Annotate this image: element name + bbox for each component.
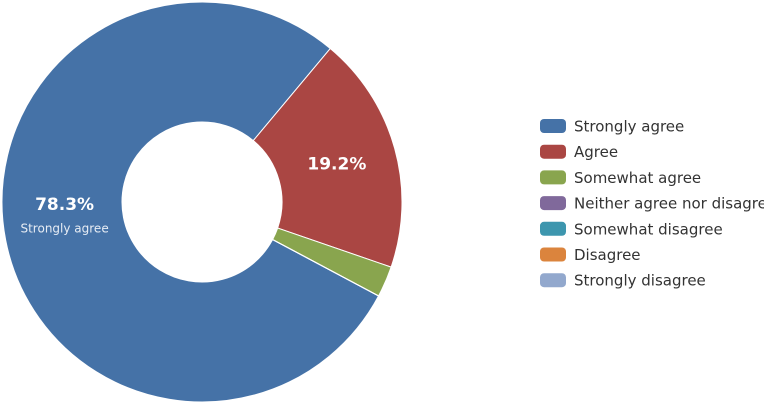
slice-label: 78.3%: [35, 195, 94, 215]
legend-label[interactable]: Strongly disagree: [574, 272, 706, 290]
legend-label[interactable]: Disagree: [574, 246, 641, 264]
legend-label[interactable]: Neither agree nor disagree: [574, 195, 764, 213]
legend-swatch[interactable]: [540, 273, 566, 288]
legend-swatch[interactable]: [540, 221, 566, 236]
donut-slice: [252, 47, 403, 268]
donut-slice: [1, 1, 380, 403]
legend-label[interactable]: Agree: [574, 143, 618, 161]
legend-swatch[interactable]: [540, 119, 566, 133]
slice-label: 19.2%: [307, 154, 366, 174]
legend-label[interactable]: Somewhat disagree: [574, 220, 723, 238]
legend-swatch[interactable]: [540, 196, 566, 211]
legend-label[interactable]: Somewhat agree: [574, 169, 701, 187]
legend-label[interactable]: Strongly agree: [574, 118, 684, 136]
legend-swatch[interactable]: [540, 170, 566, 185]
donut-slice: [272, 239, 379, 297]
slice-category: Strongly agree: [20, 221, 108, 235]
legend-swatch[interactable]: [540, 144, 566, 159]
legend-swatch[interactable]: [540, 247, 566, 262]
